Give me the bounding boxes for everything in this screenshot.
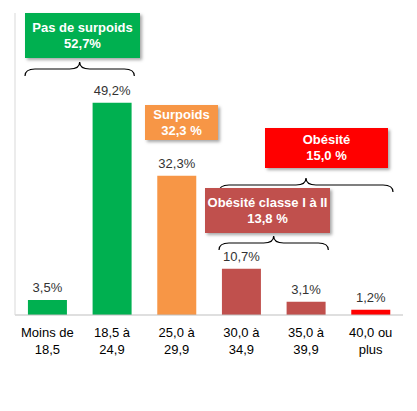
html-text:Obésité classe I à II: Obésité classe I à II: [207, 194, 328, 210]
html-text:52,7%: 52,7%: [64, 35, 101, 51]
html-text:32,3 %: 32,3 %: [161, 122, 202, 138]
svg-text:32,3%: 32,3%: [158, 156, 195, 171]
svg-text:35,0 à39,9: 35,0 à39,9: [288, 325, 325, 357]
svg-text:18,5 à24,9: 18,5 à24,9: [94, 325, 131, 357]
html-text:Surpoids: Surpoids: [153, 106, 210, 122]
html-text:Pas de surpoids: Pas de surpoids: [32, 19, 133, 35]
html-text:15,0 %: 15,0 %: [306, 148, 347, 163]
svg-text:30,0 à34,9: 30,0 à34,9: [223, 325, 260, 357]
svg-text:40,0 ouplus: 40,0 ouplus: [349, 325, 392, 357]
svg-text:10,7%: 10,7%: [223, 249, 260, 264]
svg-text:3,5%: 3,5%: [33, 280, 63, 295]
html-text:13,8 %: 13,8 %: [247, 210, 288, 226]
svg-text:1,2%: 1,2%: [356, 290, 386, 305]
svg-text:49,2%: 49,2%: [94, 83, 131, 98]
svg-text:3,1%: 3,1%: [291, 282, 321, 297]
svg-text:25,0 à29,9: 25,0 à29,9: [159, 325, 196, 357]
html-text:Obésité: Obésité: [302, 132, 351, 147]
svg-text:Moins de18,5: Moins de18,5: [21, 325, 74, 357]
